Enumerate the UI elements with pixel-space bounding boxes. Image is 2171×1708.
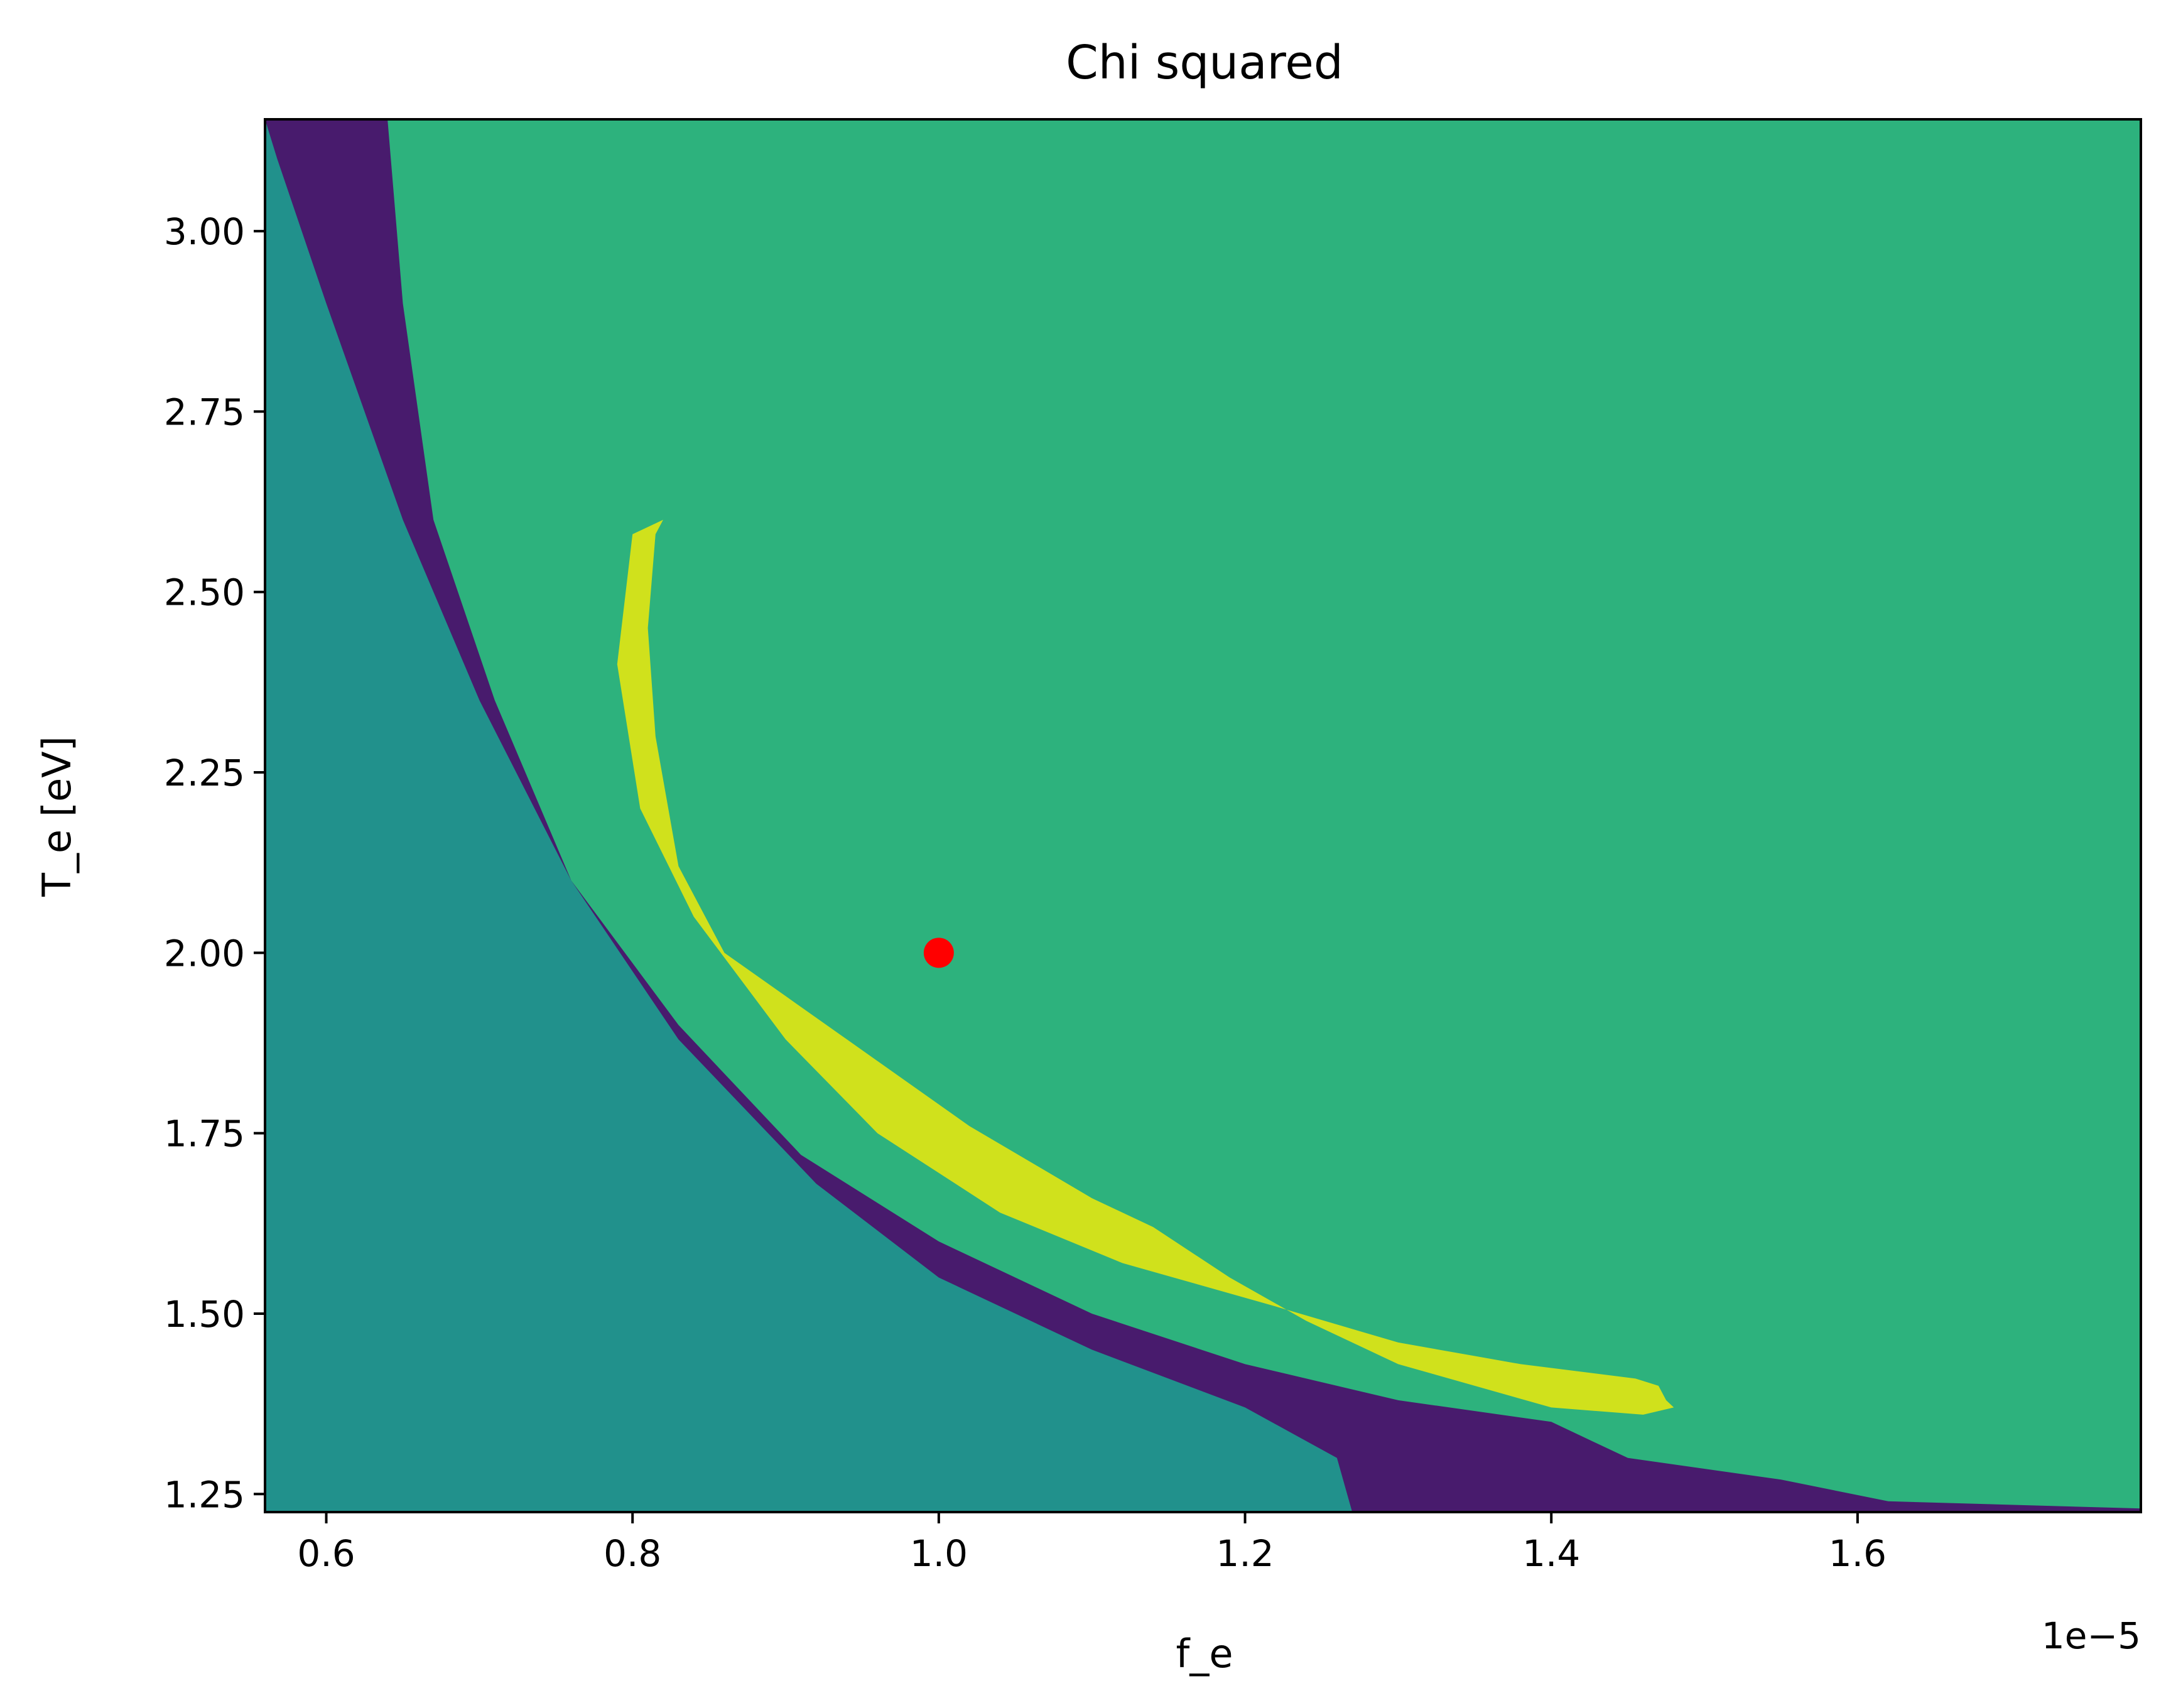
y-axis-label: T_e [eV]	[34, 736, 80, 897]
x-axis-label: f_e	[1176, 1631, 1233, 1677]
plot-frame	[264, 118, 2142, 1513]
y-tick-label: 1.25	[164, 1473, 245, 1516]
x-tick-label: 1.4	[1522, 1532, 1580, 1575]
x-tick-label: 0.8	[604, 1532, 661, 1575]
x-tick-label: 0.6	[297, 1532, 355, 1575]
best-fit-marker	[923, 938, 954, 968]
y-tick-label: 3.00	[164, 210, 245, 253]
y-tick-label: 1.75	[164, 1113, 245, 1155]
contour-minimum-region	[617, 519, 1674, 1415]
y-tick-label: 2.25	[164, 752, 245, 794]
plot-area	[265, 119, 2141, 1512]
x-tick-label: 1.2	[1216, 1532, 1274, 1575]
x-axis-offset-text: 1e−5	[2042, 1614, 2141, 1657]
chart-title: Chi squared	[1066, 36, 1343, 90]
y-tick-label: 2.50	[164, 571, 245, 614]
y-tick-label: 2.00	[164, 932, 245, 975]
contour-band-6	[265, 119, 1353, 1512]
y-tick-label: 2.75	[164, 391, 245, 433]
x-axis-ticks: 0.6 0.8 1.0 1.2 1.4 1.6	[297, 1512, 1887, 1575]
contour-band-8	[387, 119, 2141, 1509]
contour-bands	[265, 119, 2141, 1512]
x-tick-label: 1.0	[910, 1532, 968, 1575]
y-tick-label: 1.50	[164, 1293, 245, 1336]
x-tick-label: 1.6	[1829, 1532, 1887, 1575]
y-axis-ticks: 1.25 1.50 1.75 2.00 2.25 2.50 2.75 3.00	[164, 210, 265, 1516]
